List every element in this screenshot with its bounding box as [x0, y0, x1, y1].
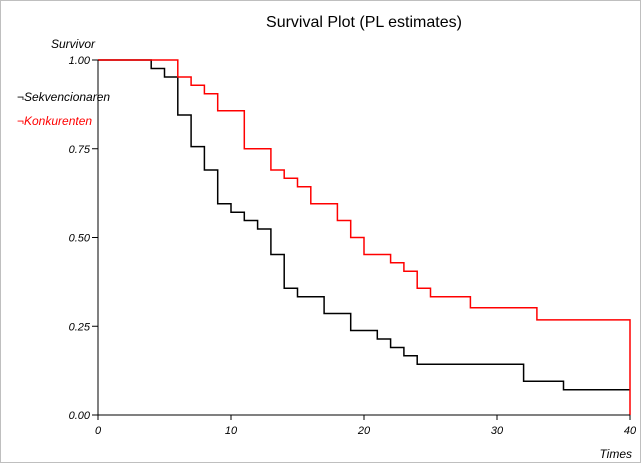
series-layer — [98, 59, 631, 415]
x-tick-label: 40 — [624, 425, 637, 437]
x-tick-label: 0 — [95, 425, 102, 437]
y-tick-label: 0.25 — [69, 321, 91, 333]
y-tick-label: 0.00 — [69, 410, 91, 422]
legend-label-konkurenten: ¬Konkurenten — [17, 114, 92, 128]
x-axis-label: Times — [599, 447, 632, 461]
y-tick-label: 0.75 — [69, 144, 91, 156]
chart-title: Survival Plot (PL estimates) — [266, 14, 462, 31]
y-tick-label: 1.00 — [69, 55, 91, 67]
legend: ¬Sekvencionaren ¬Konkurenten — [17, 90, 110, 128]
axis-ticks: 0 10 20 30 40 0.00 0.25 0.50 0.75 1.00 — [69, 55, 637, 437]
series-line-sekvencionaren — [98, 59, 630, 391]
legend-label-sekvencionaren: ¬Sekvencionaren — [17, 90, 110, 104]
x-tick-label: 20 — [357, 425, 371, 437]
x-tick-label: 30 — [491, 425, 504, 437]
y-axis-label: Survivor — [51, 37, 96, 51]
x-tick-label: 10 — [225, 425, 238, 437]
series-line-konkurenten — [98, 59, 631, 415]
y-tick-label: 0.50 — [69, 233, 91, 245]
